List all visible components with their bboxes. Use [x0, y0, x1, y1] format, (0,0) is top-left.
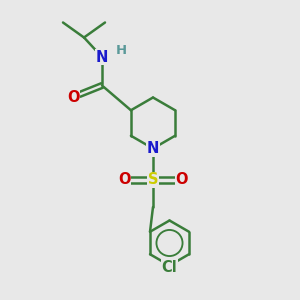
Text: O: O: [67, 90, 80, 105]
Text: O: O: [175, 172, 188, 188]
Text: H: H: [116, 44, 127, 58]
Text: N: N: [147, 141, 159, 156]
Text: Cl: Cl: [162, 260, 177, 274]
Text: N: N: [96, 50, 108, 64]
Text: S: S: [148, 172, 158, 188]
Text: O: O: [118, 172, 131, 188]
